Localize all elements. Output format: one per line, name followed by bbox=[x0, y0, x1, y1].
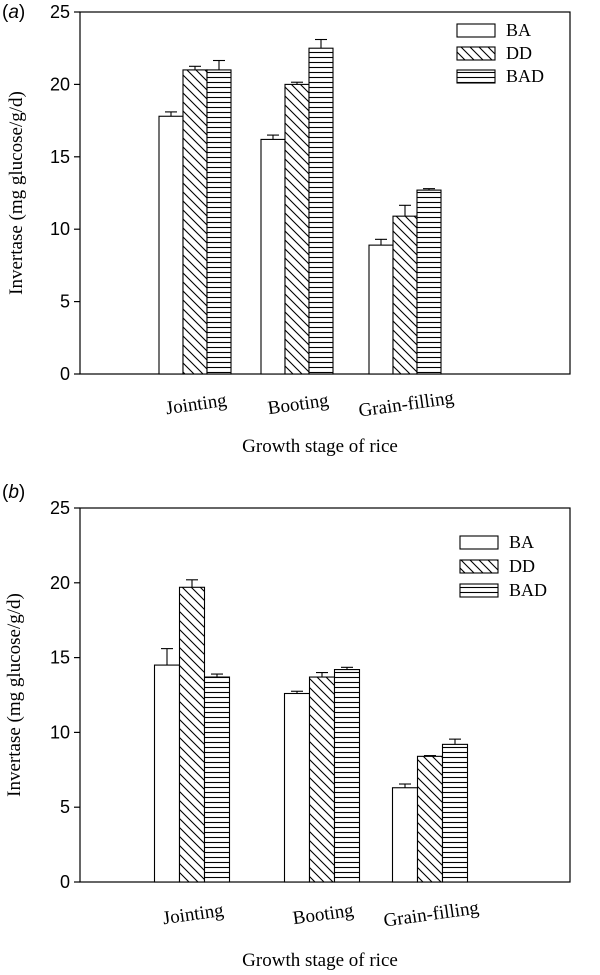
y-axis-title: Invertase (mg glucose/g/d) bbox=[6, 91, 27, 295]
y-axis-title: Invertase (mg glucose/g/d) bbox=[4, 593, 25, 797]
bar-dd bbox=[416, 755, 444, 883]
chart-panel-a: (a) 0 5 10 15 20 25 Jointing Booting Grain-fillin… bbox=[2, 2, 571, 457]
x-category-label: Grain-filling bbox=[382, 897, 481, 931]
legend-label: BA bbox=[509, 532, 534, 552]
x-axis-title: Growth stage of rice bbox=[242, 436, 398, 457]
legend-swatch-ba bbox=[456, 23, 496, 38]
legend-label: DD bbox=[509, 556, 535, 576]
bar-bad bbox=[416, 189, 442, 375]
panel-label-close: ) bbox=[19, 482, 25, 503]
panel-label-letter: a bbox=[8, 2, 19, 23]
y-tick-label: 0 bbox=[60, 872, 70, 892]
panel-label: (a) bbox=[2, 2, 25, 23]
panel-label-open: ( bbox=[2, 482, 9, 503]
legend-swatch-ba bbox=[459, 535, 499, 550]
bar-bad bbox=[206, 69, 232, 375]
y-tick-label: 25 bbox=[50, 498, 70, 518]
x-category-label: Jointing bbox=[164, 390, 228, 419]
x-axis-title: Growth stage of rice bbox=[242, 950, 398, 971]
y-tick-label: 5 bbox=[60, 797, 70, 817]
bar-dd bbox=[284, 83, 310, 375]
y-tick-label: 15 bbox=[50, 648, 70, 668]
y-tick-label: 25 bbox=[50, 2, 70, 22]
legend-swatch-dd bbox=[459, 559, 499, 574]
x-category-label: Booting bbox=[291, 900, 355, 929]
x-category-label: Jointing bbox=[161, 900, 225, 929]
bar-bad bbox=[203, 676, 231, 883]
panel-label-close: ) bbox=[19, 2, 25, 23]
x-category-label: Booting bbox=[266, 390, 330, 419]
bar-ba bbox=[391, 787, 419, 883]
bar-dd bbox=[182, 69, 208, 375]
legend-swatch-dd bbox=[456, 46, 496, 61]
panel-label-open: ( bbox=[2, 2, 9, 23]
y-tick-label: 5 bbox=[60, 292, 70, 312]
legend-label: DD bbox=[506, 43, 532, 63]
bar-bad bbox=[333, 669, 361, 883]
bar-dd bbox=[392, 215, 418, 375]
bar-ba bbox=[283, 692, 311, 883]
y-tick-label: 10 bbox=[50, 722, 70, 742]
bar-ba bbox=[153, 664, 181, 883]
bar-bad bbox=[308, 47, 334, 375]
legend-swatch-bad bbox=[456, 69, 496, 84]
panel-label: (b) bbox=[2, 482, 25, 503]
bar-ba bbox=[158, 115, 184, 375]
y-tick-label: 10 bbox=[50, 219, 70, 239]
y-tick-label: 0 bbox=[60, 364, 70, 384]
y-tick-label: 20 bbox=[50, 573, 70, 593]
bar-dd bbox=[308, 676, 336, 883]
legend-swatch-bad bbox=[459, 583, 499, 598]
bar-ba bbox=[260, 138, 286, 375]
x-category-label: Grain-filling bbox=[357, 387, 456, 421]
legend-label: BAD bbox=[509, 580, 547, 600]
bar-bad bbox=[441, 743, 469, 883]
panel-label-letter: b bbox=[8, 482, 19, 503]
legend-label: BA bbox=[506, 20, 531, 40]
y-tick-label: 15 bbox=[50, 147, 70, 167]
legend-label: BAD bbox=[506, 66, 544, 86]
bar-ba bbox=[368, 244, 394, 375]
bar-dd bbox=[178, 586, 206, 883]
chart-panel-b: (b) 0 5 10 15 20 25 Jointing Booting Grain-fillin… bbox=[2, 482, 571, 971]
y-tick-label: 20 bbox=[50, 74, 70, 94]
